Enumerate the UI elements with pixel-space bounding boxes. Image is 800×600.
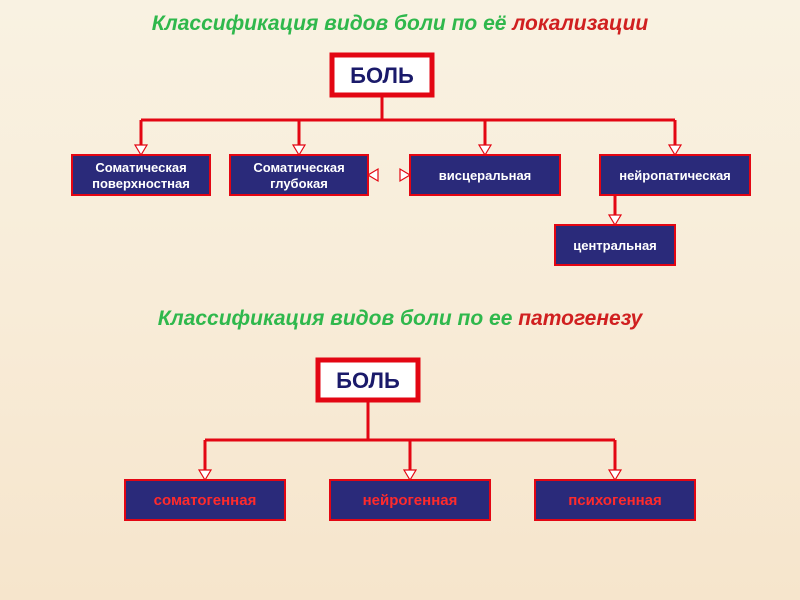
title-accent: локализации [511,12,648,35]
arrow-down-icon [293,145,305,155]
root-label: БОЛЬ [336,368,400,393]
diagram-canvas: Классификация видов боли по её локализац… [0,0,800,600]
title-main: Классификация видов боли по ее [158,307,519,330]
leaf-label: висцеральная [439,168,532,183]
leaf-label-line2: поверхностная [92,176,190,191]
arrow-down-icon [135,145,147,155]
arrow-down-icon [479,145,491,155]
section-title: Классификация видов боли по ее патогенез… [158,307,644,330]
leaf-label-line1: Соматическая [253,160,344,175]
leaf-label: нейропатическая [619,168,731,183]
leaf-label: психогенная [568,492,662,509]
arrow-down-icon [609,470,621,480]
leaf-label: нейрогенная [363,492,458,509]
leaf-label: центральная [573,238,657,253]
arrow-down-icon [609,215,621,225]
arrow-down-icon [404,470,416,480]
arrow-down-icon [199,470,211,480]
leaf-label-line1: Соматическая [95,160,186,175]
arrow-down-icon [669,145,681,155]
title-accent: патогенезу [518,307,643,330]
section-title: Классификация видов боли по её локализац… [152,12,649,35]
leaf-label: соматогенная [154,492,257,509]
root-label: БОЛЬ [350,63,414,88]
arrow-right-icon [400,169,410,181]
title-main: Классификация видов боли по её [152,12,513,35]
arrow-left-icon [368,169,378,181]
leaf-label-line2: глубокая [270,176,328,191]
